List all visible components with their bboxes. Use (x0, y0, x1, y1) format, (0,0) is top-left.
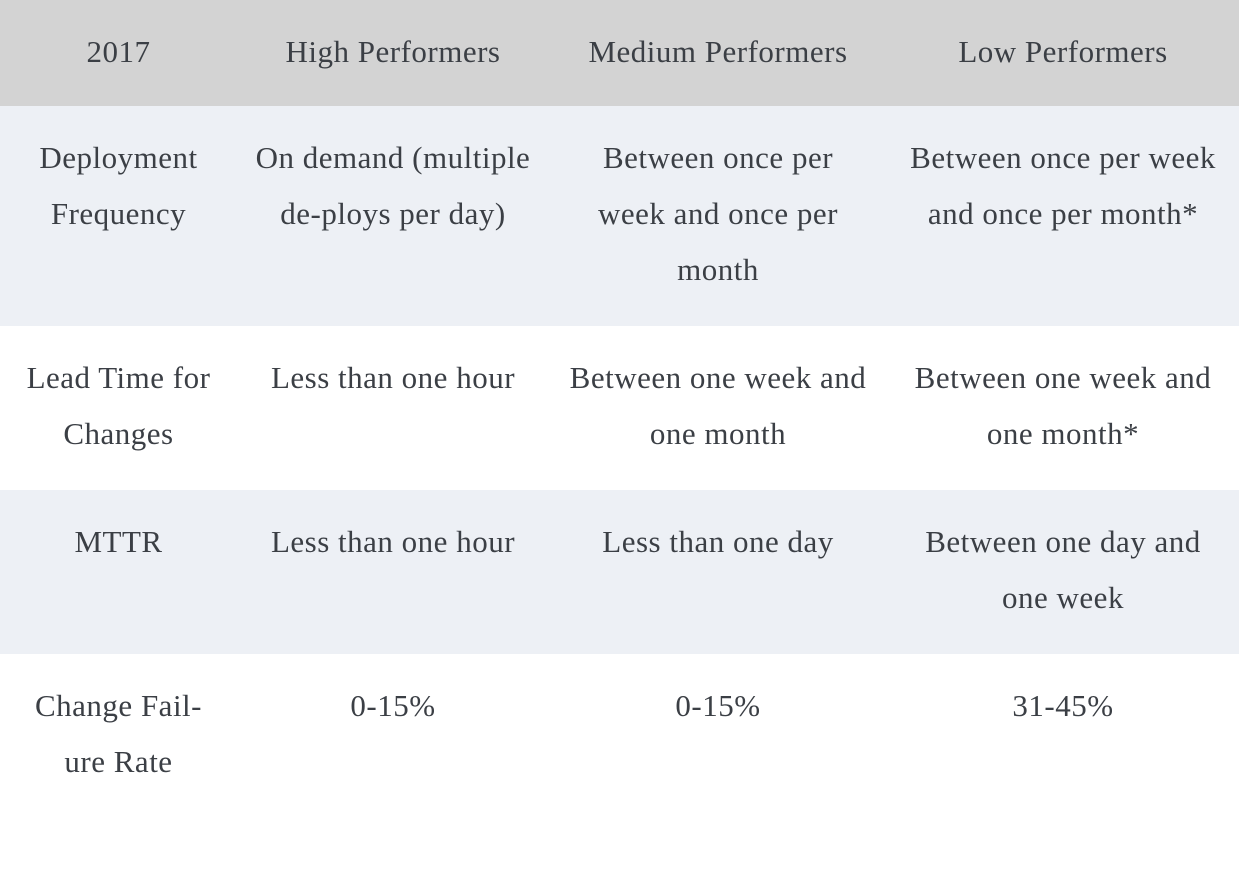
table-body: Deployment Frequency On demand (multiple… (0, 106, 1239, 818)
table-cell: 0-15% (549, 654, 887, 818)
header-year: 2017 (0, 0, 237, 106)
table-cell: On demand (multiple de-ploys per day) (237, 106, 549, 326)
table-cell: Between one day and one week (887, 490, 1239, 654)
table-cell: Between one week and one month (549, 326, 887, 490)
table-cell: Between one week and one month* (887, 326, 1239, 490)
header-high-performers: High Performers (237, 0, 549, 106)
table-row: Change Fail-ure Rate 0-15% 0-15% 31-45% (0, 654, 1239, 818)
table-cell: Between once per week and once per month… (887, 106, 1239, 326)
table-header: 2017 High Performers Medium Performers L… (0, 0, 1239, 106)
performance-table: 2017 High Performers Medium Performers L… (0, 0, 1239, 818)
header-row: 2017 High Performers Medium Performers L… (0, 0, 1239, 106)
row-label: MTTR (0, 490, 237, 654)
table-cell: Between once per week and once per month (549, 106, 887, 326)
row-label: Deployment Frequency (0, 106, 237, 326)
table-row: Lead Time for Changes Less than one hour… (0, 326, 1239, 490)
table-row: MTTR Less than one hour Less than one da… (0, 490, 1239, 654)
header-low-performers: Low Performers (887, 0, 1239, 106)
table-cell: 31-45% (887, 654, 1239, 818)
table-cell: Less than one day (549, 490, 887, 654)
table-row: Deployment Frequency On demand (multiple… (0, 106, 1239, 326)
row-label: Change Fail-ure Rate (0, 654, 237, 818)
row-label: Lead Time for Changes (0, 326, 237, 490)
table-cell: 0-15% (237, 654, 549, 818)
header-medium-performers: Medium Performers (549, 0, 887, 106)
table-cell: Less than one hour (237, 490, 549, 654)
table-cell: Less than one hour (237, 326, 549, 490)
